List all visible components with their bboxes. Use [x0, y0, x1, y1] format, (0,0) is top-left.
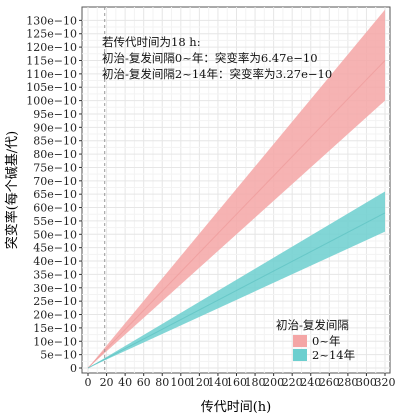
x-tick-label: 100 — [170, 376, 191, 389]
y-axis: 05e−1010e−1015e−1020e−1025e−1030e−1035e−… — [26, 14, 82, 375]
y-tick-label: 5e−10 — [40, 349, 77, 362]
y-tick-label: 35e−10 — [33, 268, 77, 281]
x-tick-label: 0 — [85, 376, 92, 389]
y-tick-label: 45e−10 — [33, 242, 77, 255]
x-tick-label: 240 — [300, 376, 321, 389]
x-tick-label: 280 — [337, 376, 358, 389]
x-tick-label: 160 — [226, 376, 247, 389]
y-tick-label: 75e−10 — [33, 161, 77, 174]
y-tick-label: 125e−10 — [26, 28, 77, 41]
y-tick-label: 10e−10 — [33, 335, 77, 348]
x-tick-label: 120 — [189, 376, 210, 389]
x-tick-label: 300 — [356, 376, 377, 389]
y-tick-label: 30e−10 — [33, 282, 77, 295]
y-tick-label: 110e−10 — [26, 68, 77, 81]
x-tick-label: 20 — [100, 376, 114, 389]
y-tick-label: 25e−10 — [33, 295, 77, 308]
x-tick-label: 200 — [263, 376, 284, 389]
band-series-0 — [88, 9, 385, 369]
x-tick-label: 140 — [207, 376, 228, 389]
annotation-line-1: 若传代时间为18 h: — [102, 35, 201, 49]
y-tick-label: 100e−10 — [26, 95, 77, 108]
series-bands — [88, 9, 385, 369]
x-tick-label: 40 — [118, 376, 132, 389]
legend-swatch-0 — [293, 335, 307, 347]
y-tick-label: 40e−10 — [33, 255, 77, 268]
y-tick-label: 65e−10 — [33, 188, 77, 201]
x-tick-label: 220 — [282, 376, 303, 389]
x-axis-title: 传代时间(h) — [201, 400, 272, 415]
y-tick-label: 105e−10 — [26, 81, 77, 94]
y-tick-label: 20e−10 — [33, 309, 77, 322]
legend: 初治-复发间隔 0~年 2~14年 — [276, 318, 355, 362]
legend-title: 初治-复发间隔 — [276, 318, 349, 332]
line-series-1 — [87, 212, 386, 369]
y-tick-label: 85e−10 — [33, 135, 77, 148]
y-tick-label: 90e−10 — [33, 121, 77, 134]
x-axis: 0 20 40 60 80 1001201401601802002202402602803… — [85, 373, 396, 389]
y-tick-label: 55e−10 — [33, 215, 77, 228]
y-tick-label: 120e−10 — [26, 41, 77, 54]
x-tick-label: 60 — [137, 376, 151, 389]
y-tick-label: 80e−10 — [33, 148, 77, 161]
line-series-0 — [87, 60, 386, 369]
x-tick-label: 180 — [245, 376, 266, 389]
y-axis-title: 突变率(每个碱基/代) — [4, 131, 20, 250]
y-tick-label: 15e−10 — [33, 322, 77, 335]
annotation-line-2: 初治-复发间隔0~年：突变率为6.47e−10 — [102, 51, 318, 65]
y-tick-label: 115e−10 — [26, 54, 77, 67]
y-tick-label: 130e−10 — [26, 14, 77, 27]
x-tick-label: 320 — [375, 376, 396, 389]
y-tick-label: 95e−10 — [33, 108, 77, 121]
y-tick-label: 0 — [70, 362, 77, 375]
x-tick-label: 260 — [319, 376, 340, 389]
legend-swatch-1 — [293, 349, 307, 361]
y-tick-label: 70e−10 — [33, 175, 77, 188]
annotation-line-3: 初治-复发间隔2~14年：突变率为3.27e−10 — [102, 67, 332, 81]
y-tick-label: 50e−10 — [33, 228, 77, 241]
legend-label-0: 0~年 — [312, 334, 340, 348]
y-tick-label: 60e−10 — [33, 202, 77, 215]
x-tick-label: 80 — [155, 376, 169, 389]
band-series-1 — [88, 191, 385, 368]
legend-label-1: 2~14年 — [312, 348, 355, 362]
series-lines — [87, 60, 386, 369]
